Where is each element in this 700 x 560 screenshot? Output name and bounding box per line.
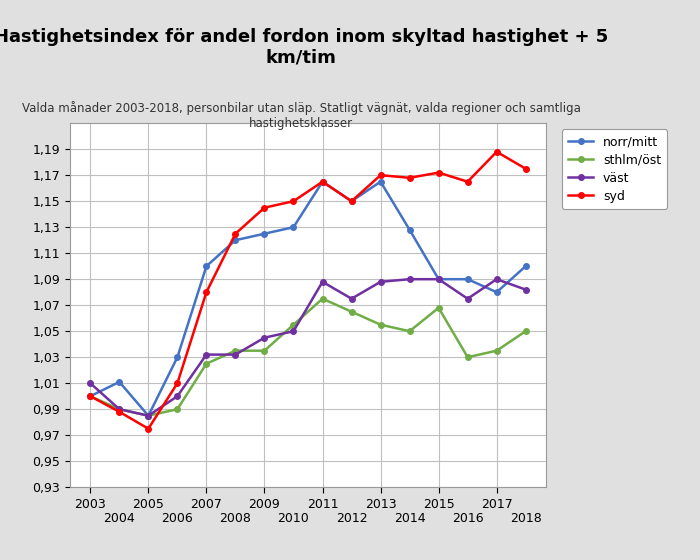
syd (289, 198, 298, 204)
väst (260, 334, 269, 341)
väst (493, 276, 501, 283)
sthlm/öst (86, 393, 94, 400)
väst (231, 351, 239, 358)
norr/mitt (463, 276, 472, 283)
väst (173, 393, 181, 400)
sthlm/öst (231, 347, 239, 354)
norr/mitt (115, 379, 123, 385)
väst (377, 278, 385, 285)
sthlm/öst (522, 328, 530, 334)
norr/mitt (260, 230, 269, 237)
norr/mitt (202, 263, 211, 269)
sthlm/öst (493, 347, 501, 354)
norr/mitt (522, 263, 530, 269)
väst (144, 412, 153, 419)
syd (231, 230, 239, 237)
syd (463, 178, 472, 185)
väst (289, 328, 298, 334)
väst (318, 278, 327, 285)
syd (173, 380, 181, 386)
norr/mitt (435, 276, 443, 283)
sthlm/öst (144, 412, 153, 419)
norr/mitt (377, 178, 385, 185)
norr/mitt (318, 178, 327, 185)
norr/mitt (493, 289, 501, 296)
sthlm/öst (202, 360, 211, 367)
syd (405, 174, 414, 181)
Line: väst: väst (88, 277, 528, 418)
sthlm/öst (289, 321, 298, 328)
syd (347, 198, 356, 204)
sthlm/öst (405, 328, 414, 334)
norr/mitt (231, 237, 239, 244)
syd (144, 426, 153, 432)
norr/mitt (289, 224, 298, 231)
syd (115, 408, 123, 415)
syd (377, 172, 385, 179)
Text: Valda månader 2003-2018, personbilar utan släp. Statligt vägnät, valda regioner : Valda månader 2003-2018, personbilar uta… (22, 101, 580, 130)
Text: Hastighetsindex för andel fordon inom skyltad hastighet + 5
km/tim: Hastighetsindex för andel fordon inom sk… (0, 28, 608, 67)
Line: syd: syd (88, 149, 528, 431)
syd (435, 169, 443, 176)
väst (522, 286, 530, 293)
syd (522, 165, 530, 172)
norr/mitt (405, 226, 414, 233)
norr/mitt (86, 393, 94, 400)
norr/mitt (347, 198, 356, 204)
sthlm/öst (347, 309, 356, 315)
väst (86, 380, 94, 386)
syd (202, 289, 211, 296)
väst (463, 295, 472, 302)
syd (260, 204, 269, 211)
norr/mitt (144, 412, 153, 419)
väst (202, 351, 211, 358)
Line: sthlm/öst: sthlm/öst (88, 296, 528, 418)
norr/mitt (173, 354, 181, 361)
sthlm/öst (260, 347, 269, 354)
syd (86, 393, 94, 400)
sthlm/öst (463, 354, 472, 361)
väst (115, 406, 123, 413)
väst (405, 276, 414, 283)
Line: norr/mitt: norr/mitt (88, 179, 528, 418)
väst (435, 276, 443, 283)
syd (318, 178, 327, 185)
sthlm/öst (173, 406, 181, 413)
sthlm/öst (318, 295, 327, 302)
Legend: norr/mitt, sthlm/öst, väst, syd: norr/mitt, sthlm/öst, väst, syd (562, 129, 667, 209)
sthlm/öst (435, 305, 443, 311)
syd (493, 148, 501, 155)
väst (347, 295, 356, 302)
sthlm/öst (115, 406, 123, 413)
sthlm/öst (377, 321, 385, 328)
